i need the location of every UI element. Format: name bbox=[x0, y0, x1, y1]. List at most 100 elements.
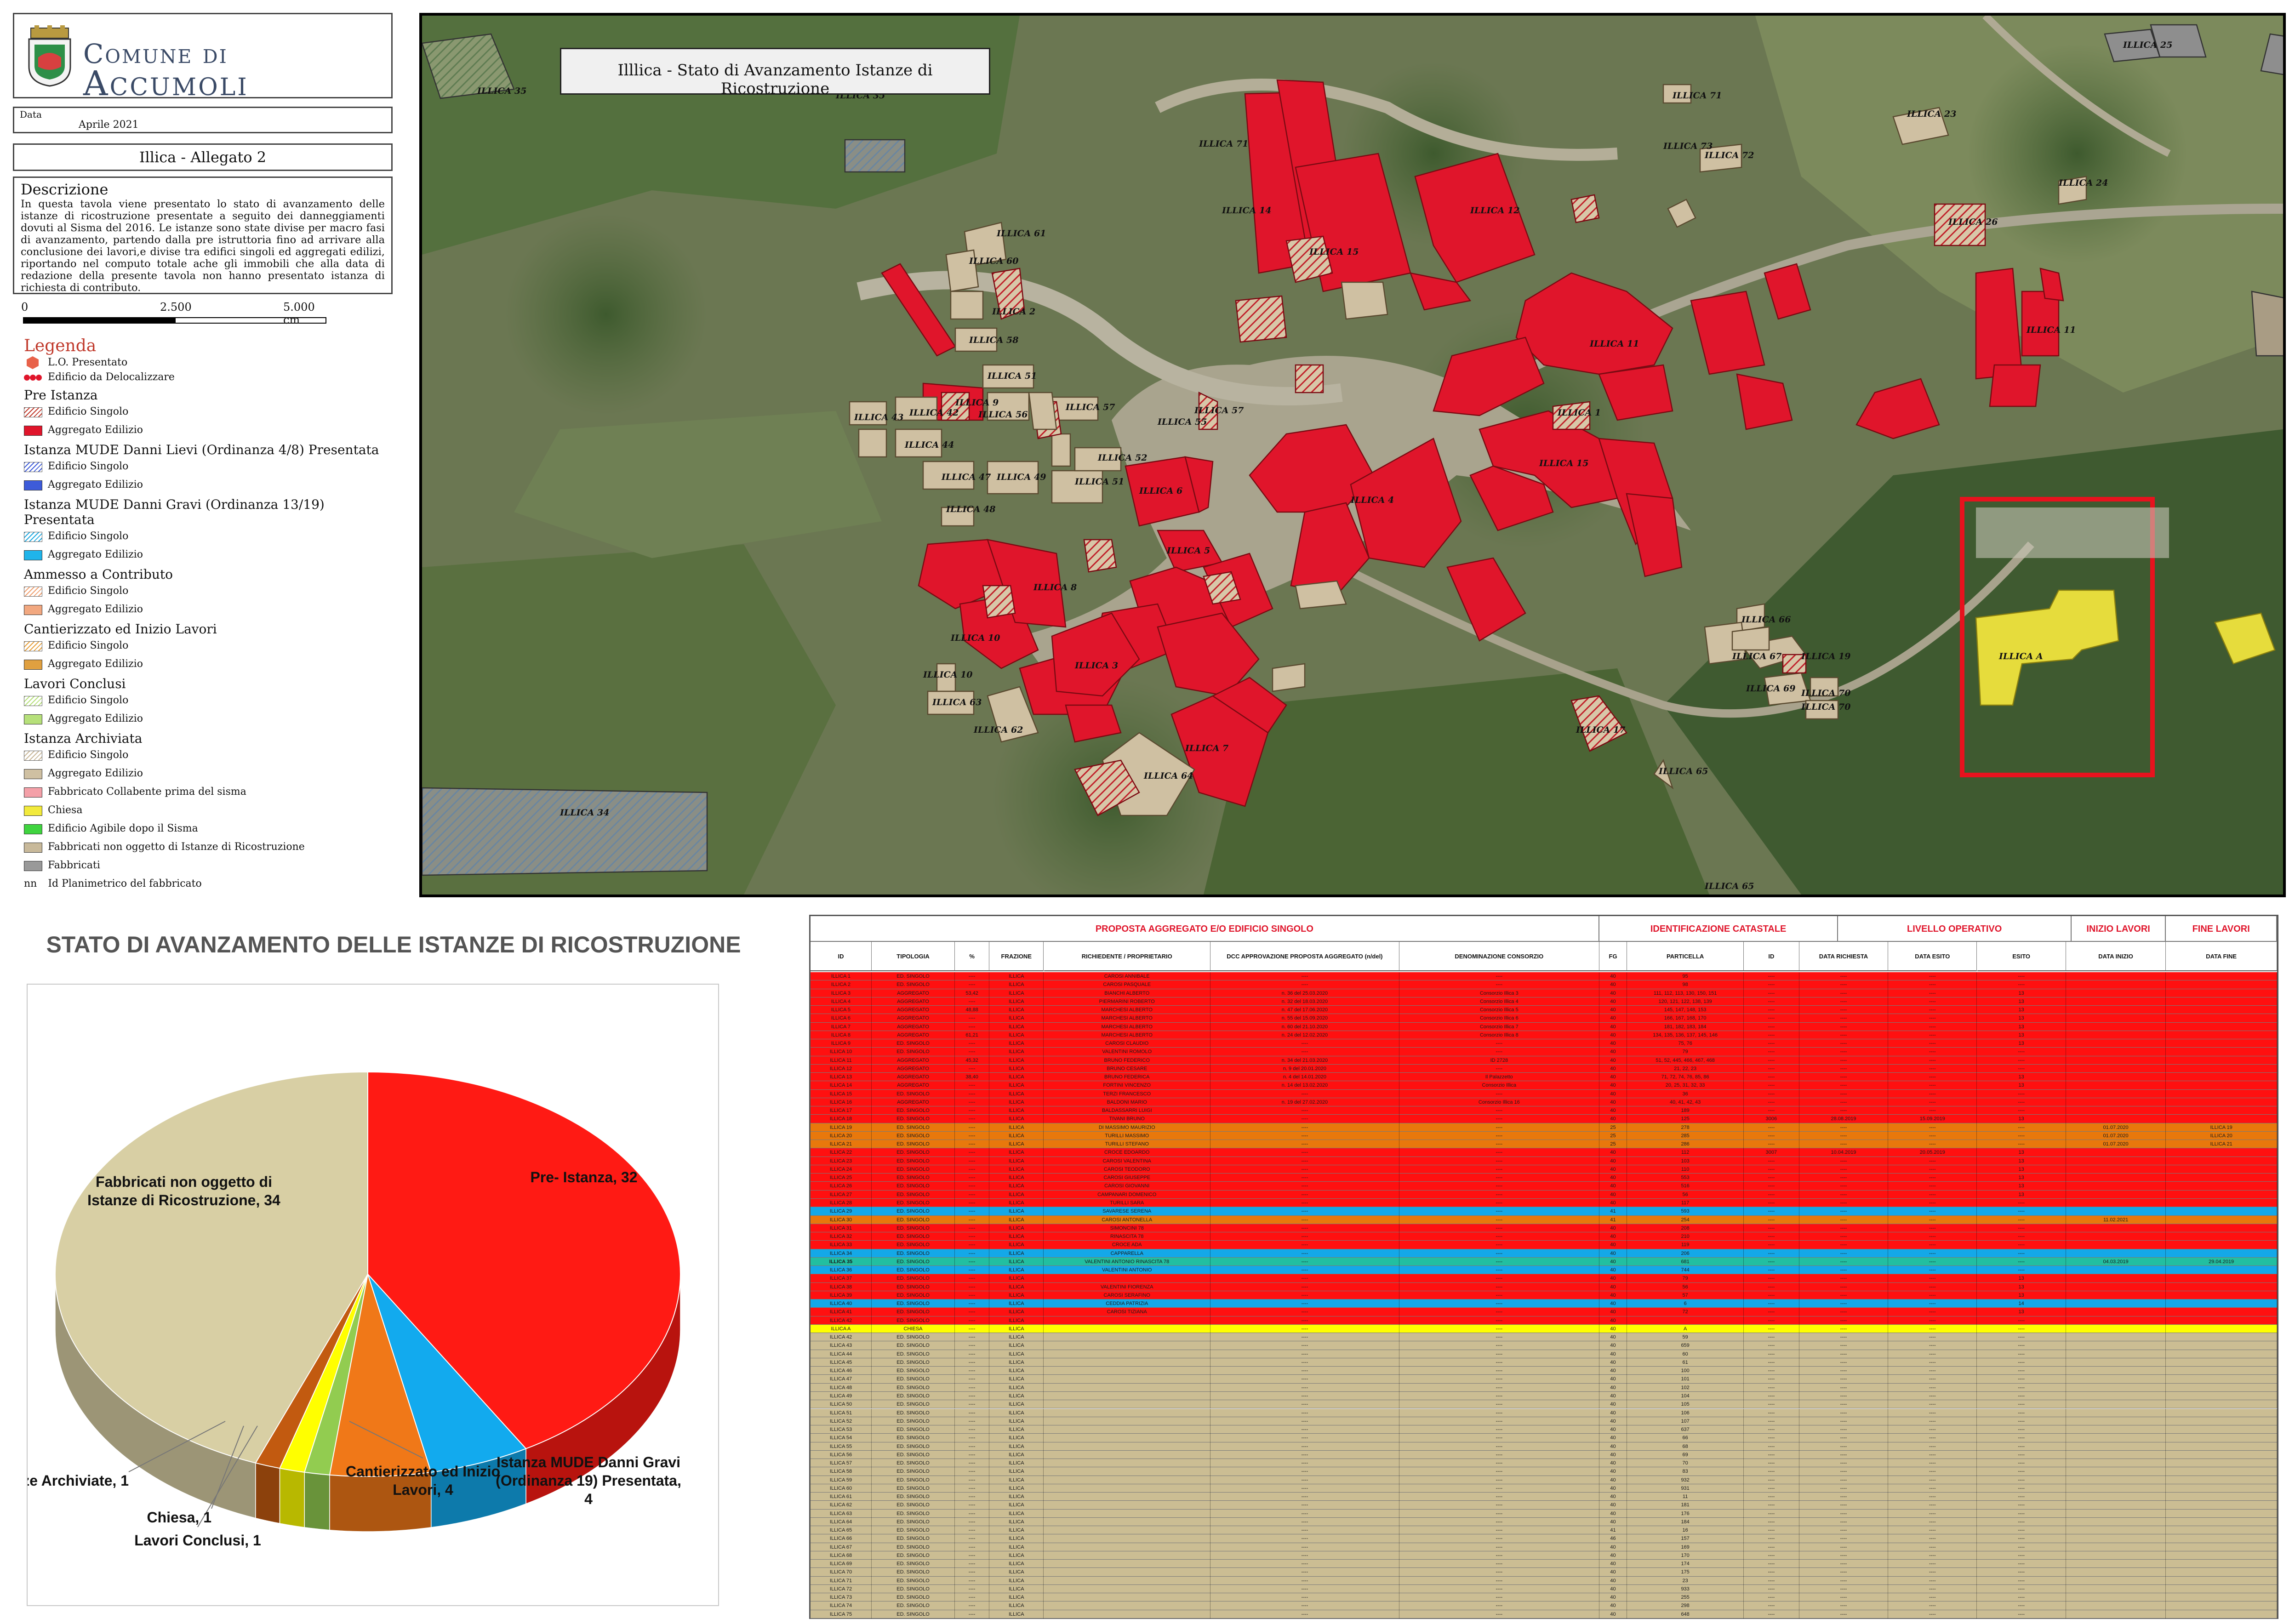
building-polygon[interactable] bbox=[1285, 235, 1333, 283]
legend-item-label: Edificio Singolo bbox=[48, 530, 129, 542]
legend-item: Fabbricati bbox=[24, 856, 392, 875]
building-polygon[interactable] bbox=[1170, 695, 1269, 807]
table-cell: ---- bbox=[1799, 1484, 1889, 1493]
building-polygon[interactable] bbox=[982, 585, 1016, 619]
building-polygon[interactable] bbox=[1570, 194, 1600, 223]
building-polygon[interactable] bbox=[1203, 571, 1241, 605]
aerial-map[interactable]: ILLICA 14 ILLICA 12 ILLICA 11 ILLICA 15 ILLI… bbox=[419, 13, 2286, 897]
building-polygon[interactable] bbox=[1736, 373, 1793, 430]
building-polygon[interactable] bbox=[1934, 203, 1986, 246]
table-cell: ILLICA 20 bbox=[2166, 1131, 2277, 1140]
building-polygon[interactable] bbox=[1211, 677, 1287, 734]
building-polygon[interactable] bbox=[950, 291, 984, 320]
building-polygon[interactable] bbox=[945, 249, 979, 292]
building-polygon[interactable] bbox=[1690, 291, 1765, 375]
building-polygon[interactable] bbox=[844, 139, 906, 173]
building-polygon[interactable] bbox=[1184, 456, 1214, 513]
table-cell bbox=[1627, 1316, 1744, 1325]
table-cell: ED. SINGOLO bbox=[872, 1610, 955, 1618]
table-cell: ILLICA 68 bbox=[811, 1551, 872, 1560]
building-polygon[interactable] bbox=[1598, 364, 1673, 421]
table-cell: ILLICA 14 bbox=[811, 1081, 872, 1090]
table-cell: ILLICA 53 bbox=[811, 1425, 872, 1434]
building-polygon[interactable] bbox=[1414, 153, 1536, 283]
table-cell: ---- bbox=[1399, 1333, 1599, 1342]
table-cell: 46 bbox=[1599, 1534, 1627, 1543]
building-polygon[interactable] bbox=[2251, 291, 2283, 357]
building-polygon[interactable] bbox=[982, 364, 1034, 389]
building-polygon[interactable] bbox=[1570, 695, 1627, 752]
table-cell: ILLICA 38 bbox=[811, 1282, 872, 1291]
building-polygon[interactable] bbox=[2039, 268, 2064, 302]
building-polygon[interactable] bbox=[1198, 391, 1218, 430]
building-polygon[interactable] bbox=[1295, 364, 1324, 393]
building-polygon[interactable] bbox=[1051, 612, 1140, 697]
building-polygon[interactable] bbox=[2214, 612, 2276, 665]
building-polygon[interactable] bbox=[1667, 199, 1696, 228]
building-polygon[interactable] bbox=[1410, 272, 1472, 311]
building-polygon[interactable] bbox=[858, 428, 887, 458]
building-polygon[interactable] bbox=[1892, 107, 1949, 145]
legend-item-label: Edificio Singolo bbox=[48, 461, 129, 472]
building-polygon[interactable] bbox=[1203, 553, 1273, 628]
building-polygon[interactable] bbox=[1552, 401, 1591, 430]
building-polygon[interactable] bbox=[849, 401, 887, 426]
building-polygon[interactable] bbox=[1350, 438, 1462, 568]
table-cell bbox=[1044, 1576, 1210, 1585]
building-polygon[interactable] bbox=[1805, 700, 1839, 720]
building-polygon[interactable] bbox=[1810, 677, 1839, 697]
building-polygon[interactable] bbox=[895, 396, 938, 421]
building-polygon[interactable] bbox=[1290, 502, 1370, 596]
building-polygon[interactable] bbox=[1074, 759, 1140, 816]
building-polygon[interactable] bbox=[987, 686, 1039, 743]
table-cell bbox=[2166, 1073, 2277, 1082]
building-polygon[interactable] bbox=[941, 507, 975, 527]
building-polygon[interactable] bbox=[1074, 447, 1122, 472]
building-polygon[interactable] bbox=[2021, 291, 2060, 357]
table-cell: ---- bbox=[1399, 1274, 1599, 1283]
building-polygon[interactable] bbox=[1446, 557, 1526, 642]
building-polygon[interactable] bbox=[1699, 143, 1742, 173]
building-polygon[interactable] bbox=[1975, 589, 2119, 706]
building-polygon[interactable] bbox=[1626, 493, 1683, 577]
building-polygon[interactable] bbox=[895, 428, 942, 458]
building-polygon[interactable] bbox=[1235, 295, 1287, 343]
building-polygon[interactable] bbox=[1731, 626, 1770, 651]
description-box: Descrizione In questa tavola viene prese… bbox=[13, 177, 393, 294]
building-polygon[interactable] bbox=[1469, 465, 1554, 531]
table-cell bbox=[2066, 1576, 2166, 1585]
building-polygon[interactable] bbox=[1083, 539, 1117, 573]
building-polygon[interactable] bbox=[1662, 84, 1692, 104]
table-cell: ED. SINGOLO bbox=[872, 980, 955, 989]
building-polygon[interactable] bbox=[991, 268, 1025, 320]
building-polygon[interactable] bbox=[422, 33, 515, 99]
building-polygon[interactable] bbox=[1764, 263, 1811, 320]
building-polygon[interactable] bbox=[1051, 433, 1071, 467]
building-polygon[interactable] bbox=[2260, 33, 2283, 80]
building-polygon[interactable] bbox=[1028, 392, 1057, 430]
building-polygon[interactable] bbox=[1065, 704, 1122, 743]
building-polygon[interactable] bbox=[987, 461, 1039, 495]
legend-swatch bbox=[24, 660, 42, 670]
building-polygon[interactable] bbox=[1433, 336, 1545, 416]
building-polygon[interactable] bbox=[1341, 281, 1388, 320]
building-polygon[interactable] bbox=[422, 787, 708, 876]
building-polygon[interactable] bbox=[1051, 470, 1103, 504]
building-polygon[interactable] bbox=[1272, 663, 1306, 692]
building-polygon[interactable] bbox=[1157, 612, 1260, 697]
table-cell bbox=[2166, 1417, 2277, 1426]
building-polygon[interactable] bbox=[1653, 759, 1674, 790]
building-polygon[interactable] bbox=[954, 327, 998, 352]
building-polygon[interactable] bbox=[987, 392, 1030, 421]
building-polygon[interactable] bbox=[922, 461, 975, 490]
table-cell: ---- bbox=[1977, 1324, 2066, 1333]
building-polygon[interactable] bbox=[1295, 580, 1347, 610]
building-polygon[interactable] bbox=[941, 392, 970, 421]
building-polygon[interactable] bbox=[927, 690, 975, 715]
building-polygon[interactable] bbox=[1782, 654, 1807, 674]
table-cell: MARCHESI ALBERTO bbox=[1044, 1031, 1210, 1040]
building-polygon[interactable] bbox=[2150, 24, 2207, 58]
building-polygon[interactable] bbox=[1989, 364, 2041, 407]
building-polygon[interactable] bbox=[2058, 176, 2087, 205]
building-polygon[interactable] bbox=[1855, 378, 1940, 439]
